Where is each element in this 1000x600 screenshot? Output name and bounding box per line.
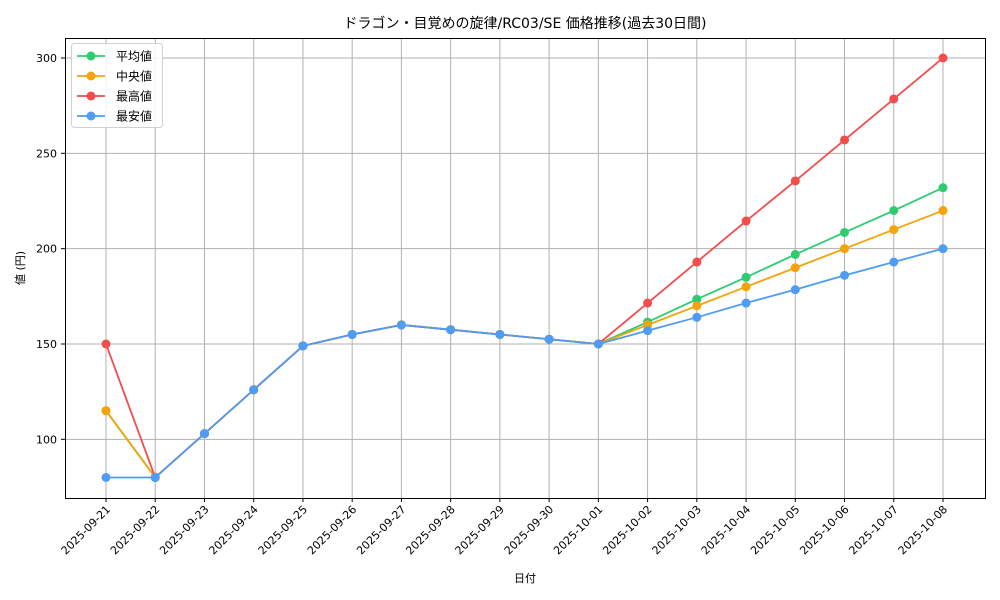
series-最高値 bbox=[101, 53, 948, 482]
data-series bbox=[101, 53, 948, 482]
x-tick-label: 2025-09-23 bbox=[157, 503, 211, 557]
data-point bbox=[249, 385, 259, 395]
data-point bbox=[347, 329, 357, 339]
data-point bbox=[741, 298, 751, 308]
legend-marker-icon bbox=[86, 111, 96, 121]
data-point bbox=[840, 135, 850, 145]
data-point bbox=[938, 206, 948, 216]
y-tick-label: 100 bbox=[36, 433, 57, 446]
legend-label: 最高値 bbox=[116, 89, 152, 104]
data-point bbox=[840, 270, 850, 280]
data-point bbox=[643, 326, 653, 336]
data-point bbox=[446, 325, 456, 335]
x-tick-label: 2025-09-22 bbox=[108, 503, 162, 557]
data-point bbox=[790, 263, 800, 273]
x-tick-label: 2025-10-05 bbox=[748, 503, 802, 557]
data-point bbox=[938, 183, 948, 193]
x-tick-label: 2025-09-30 bbox=[502, 503, 556, 557]
data-point bbox=[790, 285, 800, 295]
data-point bbox=[101, 339, 111, 349]
data-point bbox=[840, 244, 850, 254]
data-point bbox=[199, 429, 209, 439]
y-tick-label: 250 bbox=[36, 147, 57, 160]
data-point bbox=[938, 244, 948, 254]
y-axis-ticks: 100 150 200 250 300 bbox=[36, 52, 65, 446]
x-tick-label: 2025-10-01 bbox=[551, 503, 605, 557]
data-point bbox=[692, 294, 702, 304]
plot-frame bbox=[65, 38, 986, 499]
data-point bbox=[692, 301, 702, 311]
x-tick-label: 2025-09-25 bbox=[256, 503, 310, 557]
x-tick-label: 2025-09-28 bbox=[403, 503, 457, 557]
legend-label: 平均値 bbox=[116, 49, 152, 64]
series-最安値 bbox=[101, 244, 948, 482]
data-point bbox=[101, 406, 111, 416]
series-平均値 bbox=[101, 183, 948, 482]
y-axis-label: 値 (円) bbox=[14, 251, 27, 285]
legend-label: 最安値 bbox=[116, 109, 152, 124]
data-point bbox=[790, 249, 800, 259]
data-point bbox=[889, 257, 899, 267]
x-axis-ticks: 2025-09-212025-09-222025-09-232025-09-24… bbox=[59, 498, 950, 557]
data-point bbox=[101, 472, 111, 482]
legend-marker-icon bbox=[86, 51, 96, 61]
data-point bbox=[643, 298, 653, 308]
x-tick-label: 2025-10-04 bbox=[699, 503, 753, 557]
data-point bbox=[692, 257, 702, 267]
data-point bbox=[889, 225, 899, 235]
y-tick-label: 150 bbox=[36, 338, 57, 351]
y-tick-label: 300 bbox=[36, 52, 57, 65]
x-tick-label: 2025-09-24 bbox=[206, 503, 260, 557]
x-tick-label: 2025-09-29 bbox=[453, 503, 507, 557]
data-point bbox=[889, 206, 899, 216]
data-point bbox=[692, 312, 702, 322]
y-tick-label: 200 bbox=[36, 243, 57, 256]
legend-label: 中央値 bbox=[116, 69, 152, 84]
data-point bbox=[396, 320, 406, 330]
chart-title: ドラゴン・目覚めの旋律/RC03/SE 価格推移(過去30日間) bbox=[344, 15, 707, 32]
data-point bbox=[495, 329, 505, 339]
legend-marker-icon bbox=[86, 91, 96, 101]
legend-marker-icon bbox=[86, 71, 96, 81]
legend-box bbox=[71, 43, 163, 128]
grid-lines bbox=[65, 38, 985, 498]
x-tick-label: 2025-10-06 bbox=[797, 503, 851, 557]
x-tick-label: 2025-10-03 bbox=[650, 503, 704, 557]
data-point bbox=[790, 176, 800, 186]
x-axis-label: 日付 bbox=[514, 572, 536, 585]
series-line bbox=[105, 57, 944, 480]
x-tick-label: 2025-10-07 bbox=[846, 503, 900, 557]
series-line bbox=[105, 186, 944, 479]
data-point bbox=[938, 53, 948, 63]
x-tick-label: 2025-10-02 bbox=[600, 503, 654, 557]
x-tick-label: 2025-09-27 bbox=[354, 503, 408, 557]
data-point bbox=[840, 227, 850, 237]
x-tick-label: 2025-10-08 bbox=[896, 503, 950, 557]
data-point bbox=[593, 339, 603, 349]
series-line bbox=[106, 247, 944, 479]
x-tick-label: 2025-09-21 bbox=[59, 503, 113, 557]
data-point bbox=[298, 341, 308, 351]
data-point bbox=[741, 216, 751, 226]
data-point bbox=[741, 272, 751, 282]
data-point bbox=[544, 334, 554, 344]
x-tick-label: 2025-09-26 bbox=[305, 503, 359, 557]
data-point bbox=[741, 282, 751, 292]
data-point bbox=[150, 472, 160, 482]
data-point bbox=[889, 94, 899, 104]
